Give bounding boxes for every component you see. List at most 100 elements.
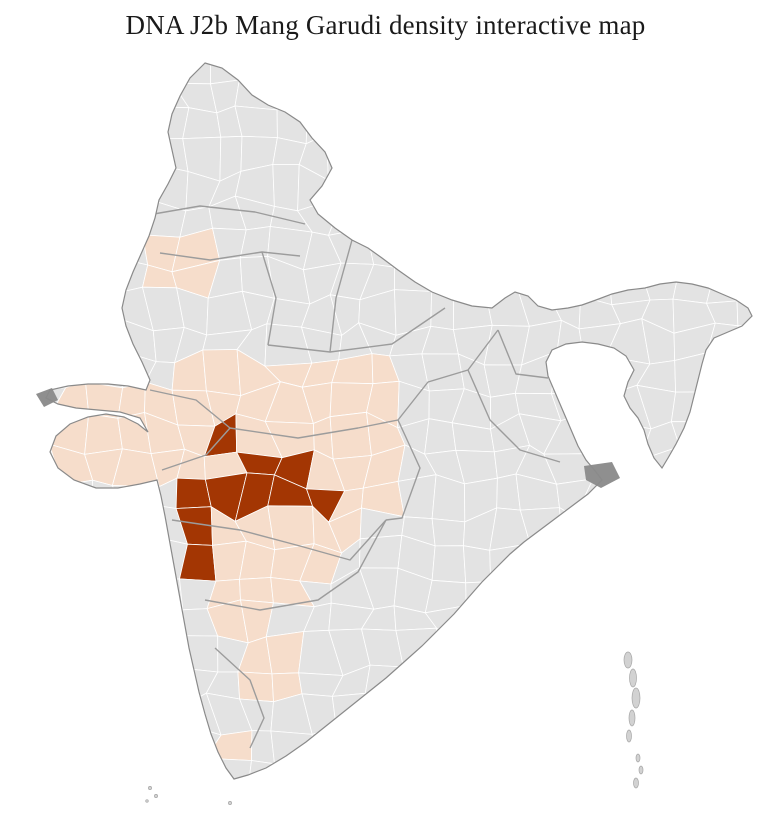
district[interactable] [640,789,677,817]
district[interactable] [79,720,119,769]
district[interactable] [116,754,159,797]
district[interactable] [143,702,181,736]
district[interactable] [514,169,558,197]
district[interactable] [20,675,66,705]
district[interactable] [342,756,373,796]
district[interactable] [763,142,771,167]
district[interactable] [241,790,280,817]
district[interactable] [705,115,748,147]
district[interactable] [48,132,88,180]
district[interactable] [308,785,342,817]
district[interactable] [389,225,433,269]
district[interactable] [86,49,129,82]
district[interactable] [618,789,655,817]
district[interactable] [574,658,618,709]
district[interactable] [607,41,653,81]
district[interactable] [515,632,555,673]
district[interactable] [761,225,771,272]
district[interactable] [328,195,375,236]
district[interactable] [641,538,681,579]
district[interactable] [337,76,361,112]
district[interactable] [156,627,179,677]
district[interactable] [483,632,530,670]
district[interactable] [734,690,771,739]
district[interactable] [150,609,184,636]
district[interactable] [86,102,118,146]
district[interactable] [63,720,92,769]
district[interactable] [455,602,489,641]
district[interactable] [607,480,654,514]
district[interactable] [327,172,375,202]
district[interactable] [609,764,653,796]
district[interactable] [85,381,123,419]
district[interactable] [667,637,711,660]
district[interactable] [515,700,560,725]
district[interactable] [426,241,459,270]
district[interactable] [451,752,501,796]
district[interactable] [637,505,681,548]
district[interactable] [84,413,123,455]
district[interactable] [19,112,61,143]
district[interactable] [398,757,433,799]
district[interactable] [18,197,59,244]
district[interactable] [763,163,771,208]
district[interactable] [24,239,59,272]
district[interactable] [270,71,308,111]
district[interactable] [465,581,492,606]
district[interactable] [389,203,435,243]
district[interactable] [152,754,178,784]
district[interactable] [59,70,93,120]
district[interactable] [673,693,701,731]
district[interactable] [673,724,712,769]
district[interactable] [174,784,209,815]
district[interactable] [365,200,403,229]
district[interactable] [50,255,88,305]
district[interactable] [559,507,577,539]
district[interactable] [737,324,768,368]
district[interactable] [583,355,616,395]
district[interactable] [740,379,771,421]
district[interactable] [452,290,493,331]
district[interactable] [109,601,159,643]
lakshadweep-island[interactable] [145,799,149,803]
district[interactable] [516,267,550,289]
district[interactable] [582,207,618,243]
district[interactable] [739,349,771,393]
district[interactable] [27,759,65,800]
district[interactable] [545,267,582,297]
district[interactable] [729,602,771,633]
district[interactable] [453,262,491,300]
district[interactable] [487,194,527,232]
district[interactable] [455,163,491,208]
district[interactable] [63,320,80,360]
district[interactable] [86,77,129,114]
district[interactable] [676,71,713,117]
district[interactable] [458,197,489,242]
district[interactable] [51,231,90,272]
district[interactable] [422,100,467,146]
district[interactable] [457,786,499,817]
district[interactable] [608,101,651,145]
district[interactable] [298,41,339,82]
district[interactable] [733,103,763,144]
district[interactable] [580,133,625,172]
district[interactable] [50,669,97,702]
district[interactable] [643,659,686,698]
district[interactable] [523,194,558,236]
district[interactable] [436,627,460,667]
district[interactable] [672,573,717,615]
district[interactable] [487,169,527,208]
district[interactable] [702,226,737,264]
district[interactable] [612,538,652,579]
district[interactable] [18,178,58,208]
district[interactable] [706,259,738,304]
district[interactable] [65,351,86,388]
district[interactable] [612,508,642,549]
district[interactable] [112,485,160,506]
district[interactable] [483,667,526,702]
district[interactable] [765,791,771,817]
district[interactable] [766,724,771,767]
district[interactable] [204,757,252,789]
district[interactable] [358,76,397,112]
